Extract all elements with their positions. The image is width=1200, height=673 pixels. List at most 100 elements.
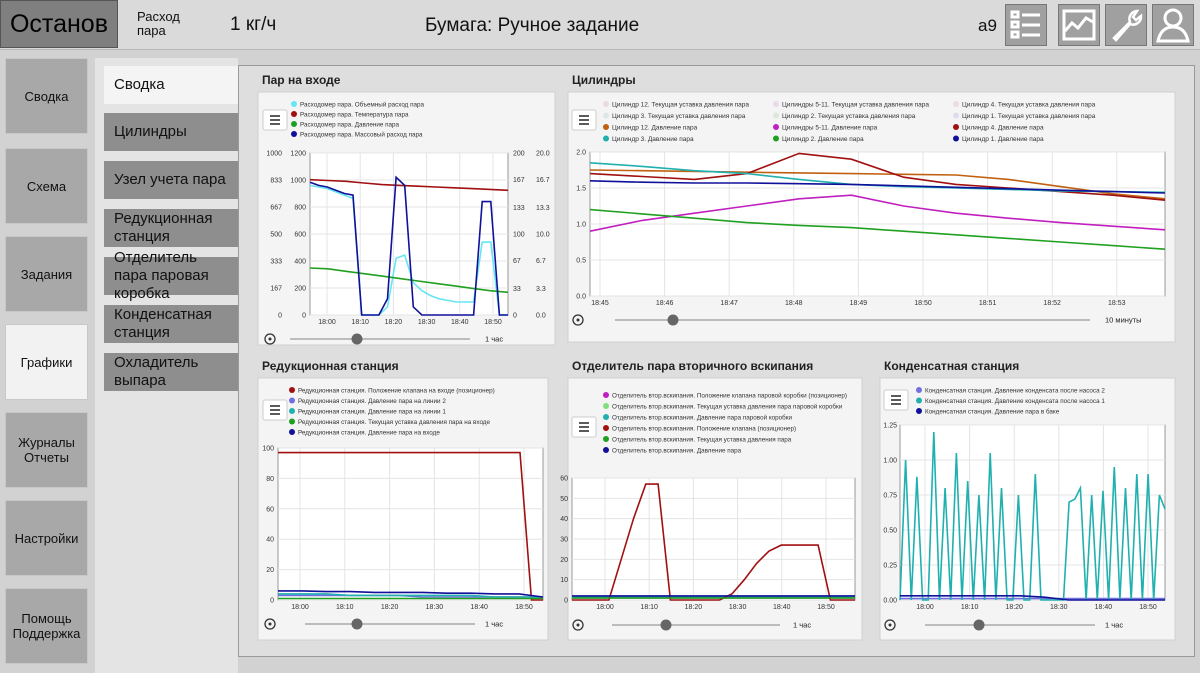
legend-marker <box>603 112 609 119</box>
nav-button[interactable]: Задания <box>5 236 88 312</box>
status[interactable]: Останов <box>0 0 118 48</box>
y-tick-label: 133 <box>513 205 525 212</box>
x-tick-label: 18:40 <box>1095 604 1113 611</box>
subnav-button[interactable]: Узел учета пара <box>104 161 238 199</box>
subnav-button[interactable]: Охладитель выпара <box>104 353 238 391</box>
time-span: 1 час <box>793 621 811 630</box>
series-line <box>589 194 1166 232</box>
x-tick-label: 18:10 <box>640 604 658 611</box>
legend-marker <box>773 101 779 107</box>
y-tick-label: 200 <box>294 286 306 293</box>
legend-label: Цилиндр 1. Текущая уставка давления пара <box>962 113 1096 120</box>
y-tick-label: 3.3 <box>536 286 546 293</box>
legend-marker <box>289 418 295 425</box>
x-tick-label: 18:50 <box>914 300 932 307</box>
legend-label: Расходомер пара. Массовый расход пара <box>300 131 423 139</box>
settings-button[interactable] <box>1105 4 1147 46</box>
y-tick-label: 667 <box>270 204 282 211</box>
legend-label: Расходомер пара. Объемный расход пара <box>300 101 425 109</box>
slider-knob[interactable] <box>351 618 363 630</box>
legend-marker <box>916 387 922 393</box>
y-tick-label: 800 <box>294 205 306 212</box>
reset-button[interactable] <box>264 333 276 345</box>
legend-label: Редукционная станция. Давление пара на л… <box>298 398 446 405</box>
y-tick-label: 40 <box>266 537 274 544</box>
x-tick-label: 18:40 <box>470 604 488 611</box>
reset-dot <box>576 623 580 627</box>
legend-label: Редукционная станция. Давление пара на л… <box>298 409 446 416</box>
legend-marker <box>916 408 922 414</box>
reset-button[interactable] <box>884 619 896 631</box>
nav-button[interactable]: Схема <box>5 148 88 224</box>
time-span: 10 минуты <box>1105 316 1142 325</box>
series-line <box>589 208 1166 250</box>
subnav-button[interactable]: Цилиндры <box>104 113 238 151</box>
slider-knob[interactable] <box>660 619 672 631</box>
list-button[interactable] <box>1005 4 1047 46</box>
legend-label: Цилиндр 12. Давление пара <box>612 125 698 132</box>
slider-knob[interactable] <box>351 333 363 345</box>
nav-button[interactable]: Журналы Отчеты <box>5 412 88 488</box>
legend-marker <box>289 408 295 414</box>
y-tick-label: 20 <box>560 557 568 564</box>
legend-marker <box>603 447 609 453</box>
chart-button[interactable] <box>1058 4 1100 46</box>
nav-button[interactable]: Помощь Поддержка <box>5 588 88 664</box>
slider-knob[interactable] <box>667 314 679 326</box>
legend-marker <box>603 135 609 142</box>
y-tick-label: 833 <box>270 178 282 185</box>
nav-button[interactable]: Сводка <box>5 58 88 134</box>
legend-label: Расходомер пара. Температура пара <box>300 112 409 119</box>
y-tick-label: 200 <box>513 151 525 158</box>
nav-button[interactable]: Настройки <box>5 500 88 576</box>
legend-marker <box>603 101 609 107</box>
user-button[interactable] <box>1152 4 1194 46</box>
x-tick-label: 18:48 <box>785 300 803 307</box>
y-tick-label: 0.0 <box>536 313 546 320</box>
reset-button[interactable] <box>264 618 276 630</box>
x-tick-label: 18:50 <box>1139 604 1157 611</box>
plot-area <box>277 447 544 601</box>
chart-title: Редукционная станция <box>262 359 399 373</box>
x-tick-label: 18:20 <box>685 604 703 611</box>
y-tick-label: 20 <box>266 567 274 574</box>
y-tick-label: 33 <box>513 286 521 293</box>
x-tick-label: 18:10 <box>351 319 369 326</box>
legend-label: Отделитель втор.вскипания. Текущая устав… <box>612 403 843 411</box>
plot-area <box>899 424 1166 601</box>
legend-label: Цилиндры 5-11. Текущая уставка давления … <box>782 102 929 109</box>
x-tick-label: 18:00 <box>318 319 336 326</box>
x-tick-label: 18:52 <box>1043 300 1061 307</box>
y-tick-label: 10.0 <box>536 232 550 239</box>
legend-label: Цилиндр 1. Давление пара <box>962 136 1044 143</box>
y-tick-label: 100 <box>262 446 274 453</box>
subnav-button[interactable]: Редукционная станция <box>104 209 238 247</box>
wrench-icon <box>1112 9 1143 42</box>
series-line <box>589 152 1166 201</box>
reset-button[interactable] <box>572 314 584 326</box>
legend-marker <box>773 124 779 130</box>
x-tick-label: 18:50 <box>515 604 533 611</box>
y-tick-label: 1.25 <box>883 423 897 430</box>
legend-label: Конденсатная станция. Давление конденсат… <box>925 388 1105 395</box>
x-tick-label: 18:30 <box>1050 604 1068 611</box>
y-tick-label: 0.5 <box>576 258 586 265</box>
x-tick-label: 18:20 <box>1005 604 1023 611</box>
x-tick-label: 18:51 <box>979 300 997 307</box>
legend-label: Цилиндр 2. Давление пара <box>782 136 864 143</box>
x-tick-label: 18:49 <box>850 300 868 307</box>
subnav-button[interactable]: Сводка <box>104 66 238 104</box>
slider-knob[interactable] <box>973 619 985 631</box>
y-tick-label: 30 <box>560 537 568 544</box>
y-tick-label: 0 <box>270 598 274 605</box>
subnav-button[interactable]: Конденсатная станция <box>104 305 238 343</box>
series-line <box>278 593 543 598</box>
y-tick-label: 0.75 <box>883 493 897 500</box>
legend-marker <box>916 397 922 404</box>
nav-button[interactable]: Графики <box>5 324 88 400</box>
series-line <box>899 431 1166 601</box>
legend-marker <box>603 124 609 130</box>
reset-button[interactable] <box>572 619 584 631</box>
